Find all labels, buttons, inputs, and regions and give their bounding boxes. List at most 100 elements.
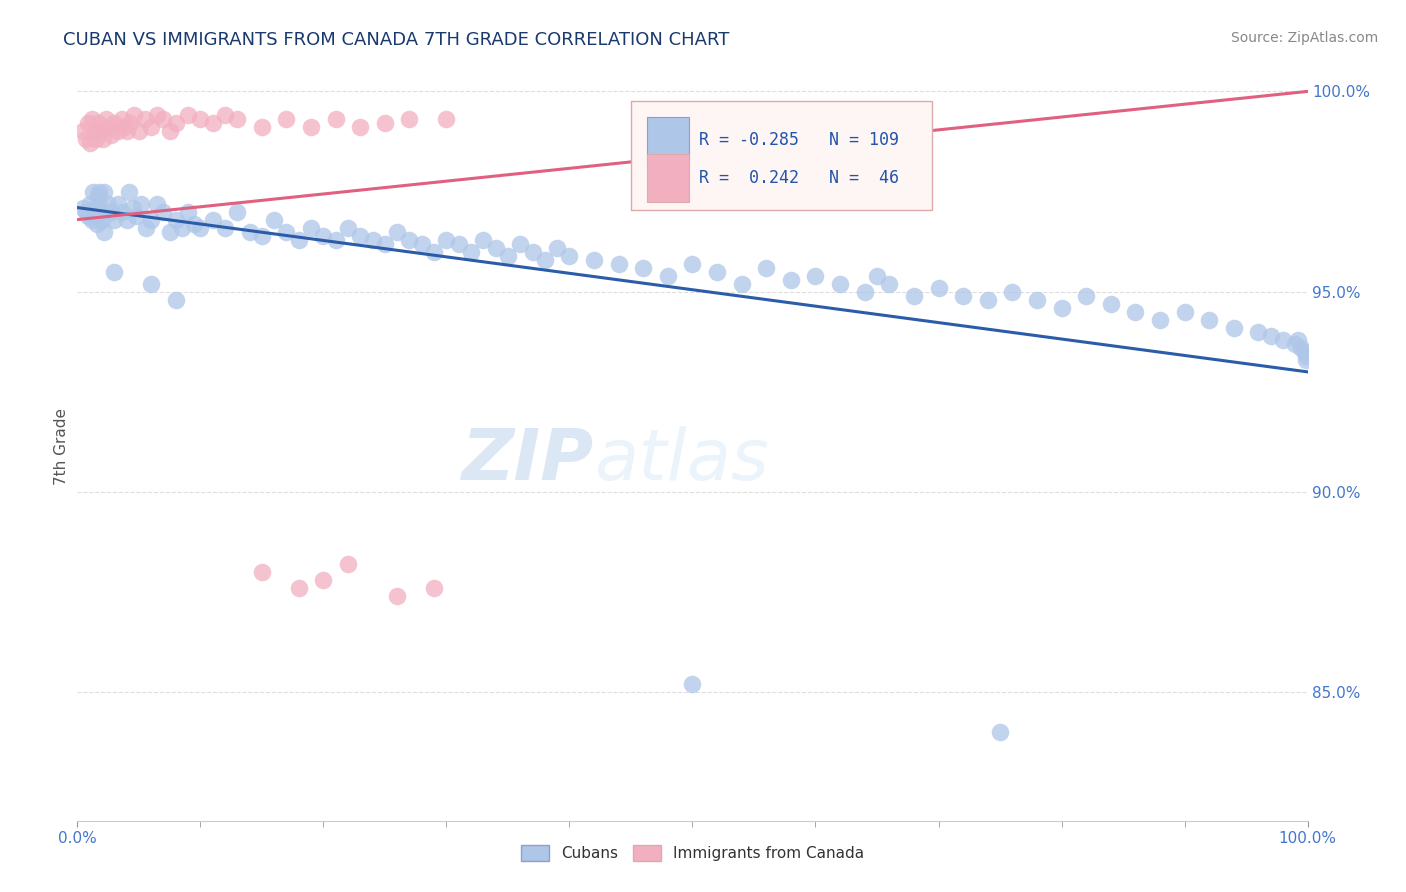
Point — [250, 120, 273, 135]
Point — [134, 112, 156, 127]
Point — [1198, 313, 1220, 327]
Point — [90, 204, 112, 219]
Point — [141, 120, 163, 135]
Point — [374, 116, 396, 130]
Point — [165, 293, 187, 307]
Point — [607, 257, 630, 271]
Point — [82, 212, 104, 227]
Point — [312, 573, 335, 587]
Point — [830, 277, 852, 291]
Point — [90, 124, 112, 138]
Point — [84, 132, 107, 146]
Point — [1295, 352, 1317, 367]
Point — [633, 260, 655, 275]
Point — [183, 217, 205, 231]
FancyBboxPatch shape — [647, 154, 689, 202]
Point — [118, 185, 141, 199]
Point — [1294, 344, 1316, 359]
Point — [312, 228, 335, 243]
Point — [82, 185, 104, 199]
Point — [152, 112, 174, 127]
Point — [546, 241, 568, 255]
Point — [129, 196, 153, 211]
FancyBboxPatch shape — [647, 117, 689, 164]
Point — [977, 293, 1000, 307]
Point — [1001, 285, 1024, 299]
Point — [1295, 349, 1317, 363]
Point — [107, 124, 129, 138]
Point — [423, 244, 446, 259]
Point — [398, 112, 420, 127]
Point — [1284, 336, 1306, 351]
Point — [97, 196, 120, 211]
Point — [100, 128, 122, 143]
Point — [1272, 333, 1295, 347]
Point — [460, 244, 482, 259]
Point — [177, 108, 200, 122]
Point — [83, 201, 105, 215]
Point — [103, 212, 125, 227]
Point — [170, 220, 193, 235]
Point — [77, 116, 100, 130]
Point — [122, 108, 145, 122]
Point — [83, 124, 105, 138]
Point — [337, 558, 360, 572]
Point — [583, 252, 606, 267]
Point — [1223, 320, 1246, 334]
Point — [226, 204, 249, 219]
Point — [111, 112, 132, 127]
Point — [226, 112, 249, 127]
Point — [1050, 301, 1073, 315]
Point — [90, 212, 114, 227]
Legend: Cubans, Immigrants from Canada: Cubans, Immigrants from Canada — [515, 838, 870, 867]
Point — [423, 581, 446, 595]
Point — [121, 201, 143, 215]
Point — [72, 124, 94, 138]
Point — [731, 277, 754, 291]
Point — [780, 273, 803, 287]
Point — [165, 212, 187, 227]
Point — [239, 225, 262, 239]
Point — [1099, 297, 1122, 311]
Point — [337, 220, 360, 235]
Point — [1125, 305, 1147, 319]
Point — [1286, 333, 1309, 347]
Point — [89, 196, 111, 211]
Point — [755, 260, 778, 275]
Point — [75, 132, 97, 146]
Point — [82, 112, 104, 127]
Point — [349, 120, 371, 135]
Point — [509, 236, 531, 251]
Point — [1291, 341, 1313, 355]
Point — [103, 265, 125, 279]
Point — [128, 124, 150, 138]
Point — [201, 212, 224, 227]
Point — [288, 233, 311, 247]
Point — [188, 112, 212, 127]
Point — [988, 725, 1011, 739]
Point — [411, 236, 433, 251]
Point — [1076, 289, 1098, 303]
Point — [152, 204, 174, 219]
Point — [125, 209, 148, 223]
Point — [93, 185, 115, 199]
Point — [804, 268, 827, 283]
Text: R =  0.242   N =  46: R = 0.242 N = 46 — [699, 169, 898, 187]
Point — [84, 209, 107, 223]
Point — [94, 112, 117, 127]
Point — [385, 225, 409, 239]
Point — [853, 285, 876, 299]
Point — [558, 249, 581, 263]
Point — [485, 241, 508, 255]
Point — [115, 124, 138, 138]
Point — [928, 281, 950, 295]
Point — [436, 112, 458, 127]
Text: Source: ZipAtlas.com: Source: ZipAtlas.com — [1230, 31, 1378, 45]
Point — [276, 225, 298, 239]
Point — [91, 132, 114, 146]
Point — [436, 233, 458, 247]
Point — [80, 204, 103, 219]
Point — [374, 236, 396, 251]
Point — [299, 120, 322, 135]
Point — [682, 677, 704, 691]
